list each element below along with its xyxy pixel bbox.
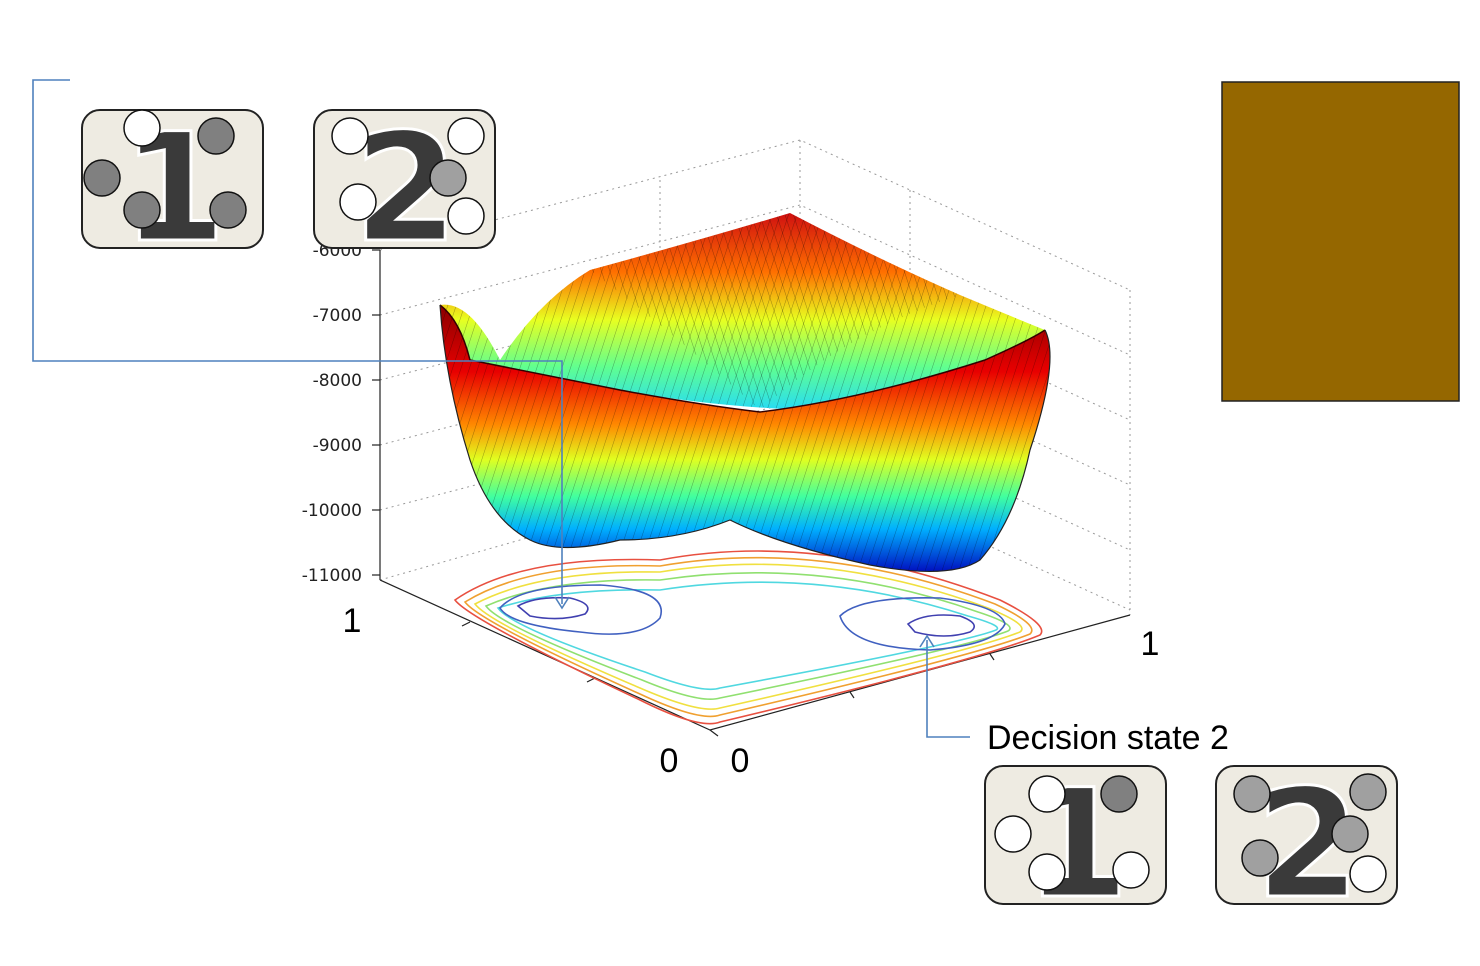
dot xyxy=(1331,815,1369,853)
dot xyxy=(1100,775,1138,813)
dot xyxy=(1349,855,1387,893)
dot xyxy=(1028,853,1066,891)
x-axis-max-label: 1 xyxy=(1141,625,1160,663)
dot xyxy=(1112,851,1150,889)
y-axis-min-label: 0 xyxy=(660,742,679,780)
dot xyxy=(447,197,485,235)
contour-plot xyxy=(453,550,1043,725)
dot xyxy=(1028,775,1066,813)
connector-state-1 xyxy=(32,79,563,604)
dot xyxy=(123,191,161,229)
connector-state-2 xyxy=(926,640,970,738)
dot xyxy=(339,183,377,221)
dot xyxy=(83,159,121,197)
card-digit: 2 xyxy=(1256,758,1360,932)
x-axis-min-label: 0 xyxy=(731,742,750,780)
color-swatch xyxy=(1221,81,1460,402)
dot xyxy=(1241,839,1279,877)
dot xyxy=(1349,773,1387,811)
z-tick-label: -10000 xyxy=(302,501,362,521)
state-card-top-1: 1 xyxy=(81,101,264,278)
z-tick-label: -7000 xyxy=(313,306,362,326)
connector-lines xyxy=(32,79,970,738)
dot xyxy=(429,159,467,197)
z-axis: -6000 -7000 -8000 -9000 -10000 -11000 xyxy=(302,241,381,586)
z-tick-label: -11000 xyxy=(302,566,362,586)
dot xyxy=(1233,775,1271,813)
state-card-top-2: 2 xyxy=(313,101,496,278)
dot xyxy=(197,117,235,155)
dot xyxy=(331,117,369,155)
energy-surface xyxy=(439,213,1051,573)
floor-axes xyxy=(379,579,1131,737)
z-tick-label: -8000 xyxy=(313,371,362,391)
state-card-bottom-1: 1 xyxy=(984,757,1167,934)
y-axis-max-label: 1 xyxy=(343,602,362,640)
state-card-bottom-2: 2 xyxy=(1215,757,1398,934)
dot xyxy=(994,815,1032,853)
z-tick-label: -9000 xyxy=(313,436,362,456)
dot xyxy=(123,109,161,147)
dot xyxy=(447,117,485,155)
dot xyxy=(209,191,247,229)
decision-state-2-label: Decision state 2 xyxy=(987,719,1229,757)
